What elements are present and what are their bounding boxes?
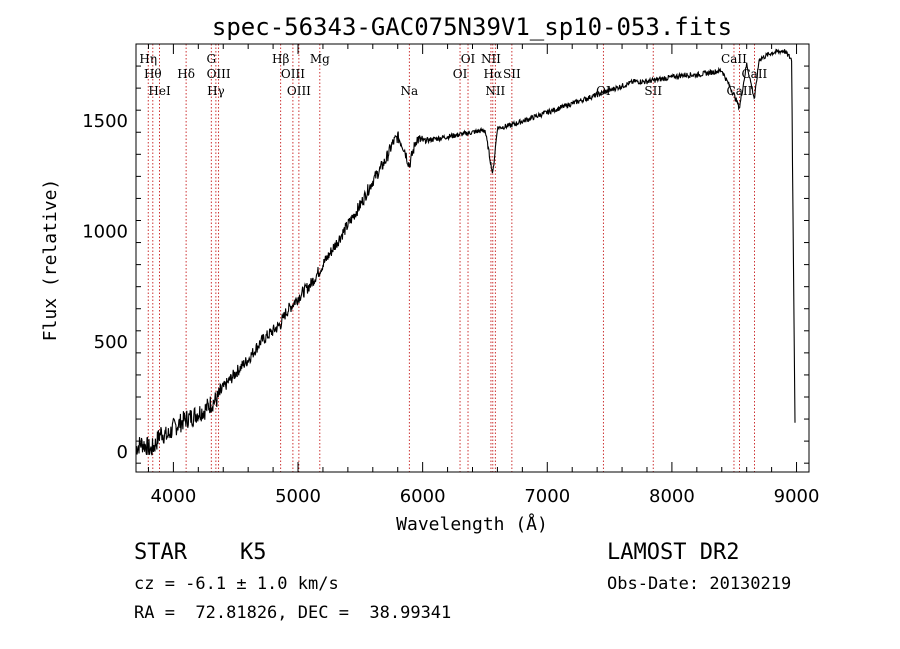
plot-frame — [135, 43, 810, 473]
line-label: OIII — [281, 67, 305, 81]
x-axis: 4000 5000 6000 7000 8000 9000 — [147, 44, 820, 507]
line-label: OIII — [207, 67, 231, 81]
x-tick-label: 5000 — [275, 486, 321, 507]
object-class: STAR — [134, 540, 187, 565]
line-label: OI — [461, 52, 476, 66]
x-tick-label: 6000 — [400, 486, 446, 507]
line-label: Hδ — [177, 67, 195, 81]
survey-name: LAMOST DR2 — [607, 540, 740, 565]
y-tick-label: 1000 — [82, 222, 128, 243]
x-tick-label: 9000 — [774, 486, 820, 507]
line-label: Hθ — [144, 67, 162, 81]
emission-line-markers — [147, 44, 755, 472]
spectrum-chart: spec-56343-GAC075N39V1_sp10-053.fits HηH… — [40, 13, 820, 535]
y-axis-label: Flux (relative) — [40, 179, 61, 342]
line-label: NII — [485, 84, 505, 98]
observation-date: Obs-Date: 20130219 — [607, 574, 792, 594]
line-label: OI — [453, 67, 468, 81]
spectrum-series-line — [135, 48, 796, 456]
line-label: CaII — [727, 84, 753, 98]
line-label: HeI — [148, 84, 171, 98]
line-label: G — [206, 52, 216, 66]
line-label: Hα — [484, 67, 503, 81]
line-label: Hγ — [207, 84, 225, 98]
line-label: Mg — [310, 52, 330, 66]
y-tick-label: 0 — [117, 442, 128, 463]
redshift-value: cz = -6.1 ± 1.0 km/s — [134, 574, 339, 594]
y-axis: 0 500 1000 1500 — [82, 65, 809, 464]
line-label: Hβ — [272, 52, 289, 66]
line-label: Na — [400, 84, 418, 98]
line-label: Hη — [139, 52, 157, 66]
coordinates: RA = 72.81826, DEC = 38.99341 — [134, 603, 452, 623]
y-tick-label: 500 — [94, 332, 128, 353]
chart-title: spec-56343-GAC075N39V1_sp10-053.fits — [212, 13, 732, 41]
x-tick-label: 7000 — [524, 486, 570, 507]
y-tick-label: 1500 — [82, 111, 128, 132]
line-label: SII — [503, 67, 521, 81]
object-subclass: K5 — [240, 540, 267, 565]
x-tick-label: 8000 — [649, 486, 695, 507]
line-label: OIII — [287, 84, 311, 98]
line-label: CaII — [721, 52, 747, 66]
x-axis-label: Wavelength (Å) — [396, 513, 548, 535]
line-label: NII — [481, 52, 501, 66]
line-label: SII — [644, 84, 662, 98]
x-tick-label: 4000 — [150, 486, 196, 507]
